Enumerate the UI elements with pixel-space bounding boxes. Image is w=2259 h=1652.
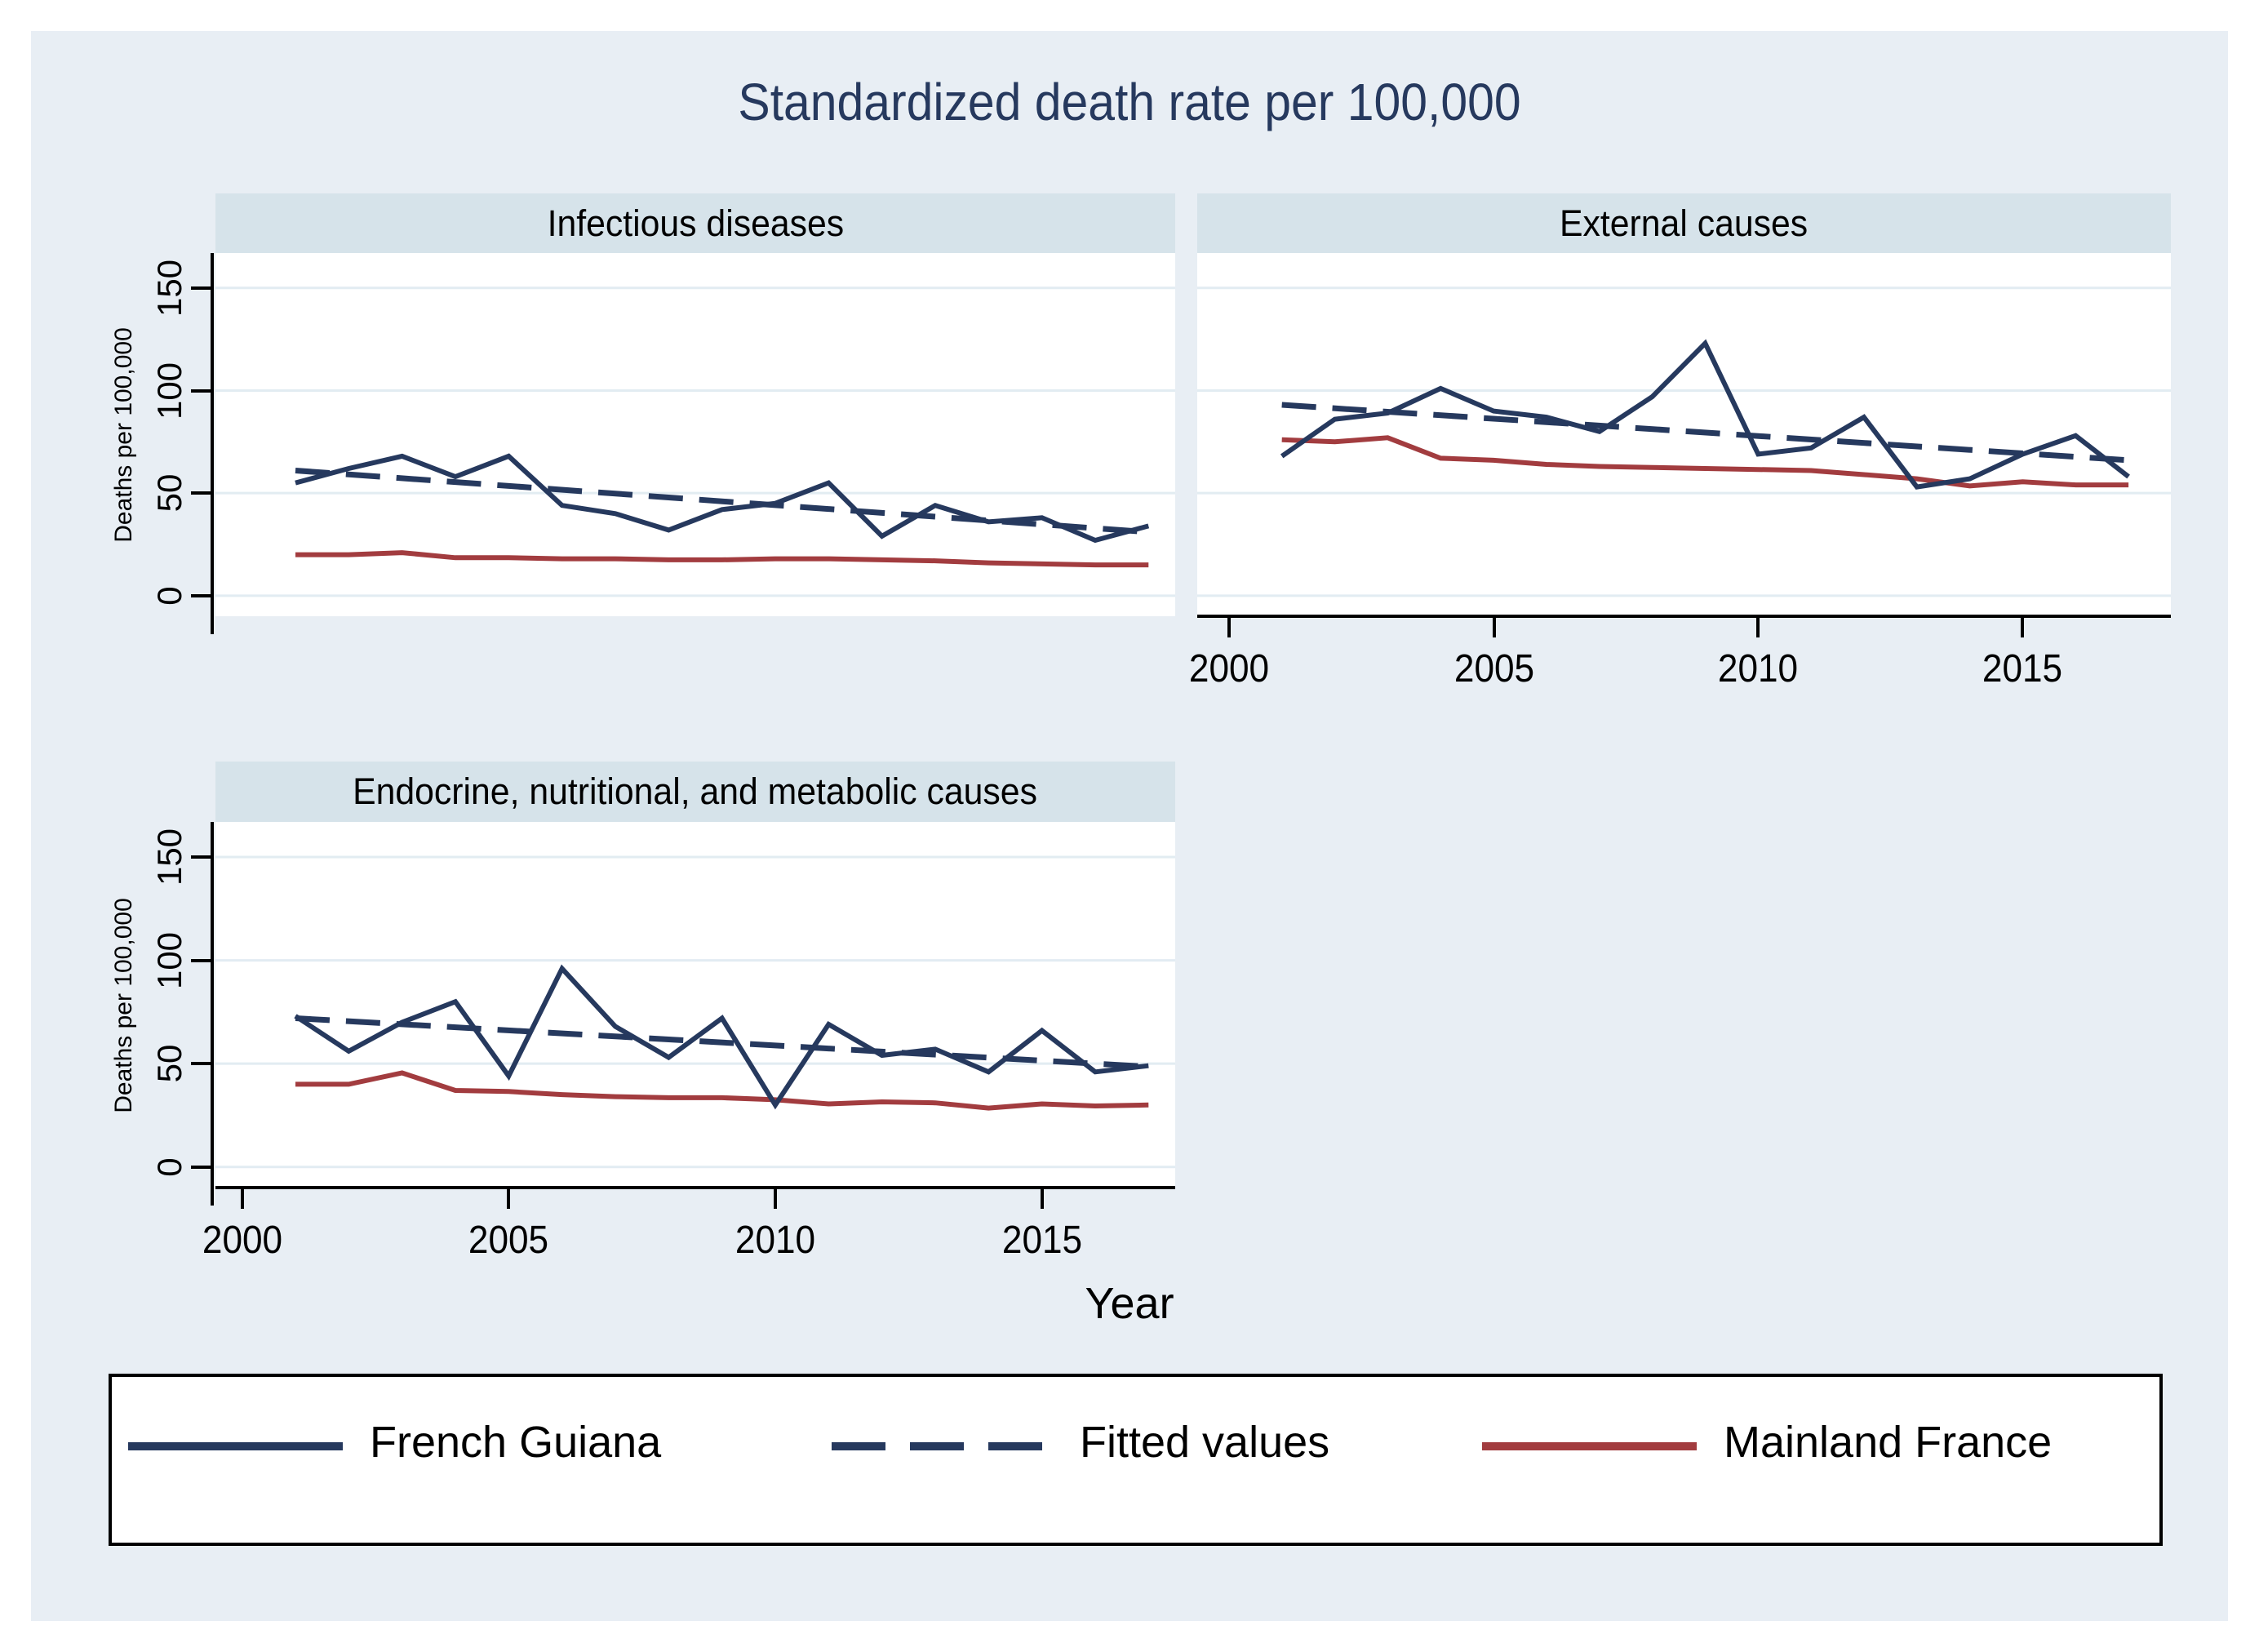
- external-plot: [1197, 253, 2171, 616]
- panel-title-external: External causes: [1197, 193, 2171, 253]
- x-tick: [1493, 616, 1496, 637]
- y-axis-line-endocrine: [211, 822, 214, 1206]
- series-french-guiana: [294, 964, 1149, 1110]
- x-tick: [774, 1188, 777, 1209]
- x-tick: [1227, 616, 1231, 637]
- panel-title-external-text: External causes: [1560, 202, 1809, 244]
- x-tick-label: 2005: [468, 1219, 549, 1262]
- y-tick: [191, 389, 212, 393]
- y-axis-line-infectious: [211, 253, 214, 634]
- x-tick: [507, 1188, 510, 1209]
- series-fitted-values: [295, 468, 1149, 535]
- legend-label-french-guiana: French Guiana: [370, 1418, 662, 1467]
- panel-title-infectious-text: Infectious diseases: [547, 202, 844, 244]
- series-french-guiana: [295, 453, 1150, 544]
- x-axis-line-external: [1197, 615, 2171, 618]
- panel-title-endocrine: Endocrine, nutritional, and metabolic ca…: [215, 762, 1175, 822]
- x-tick-label: 2010: [1717, 647, 1799, 691]
- legend-label-fitted-values: Fitted values: [1080, 1418, 1330, 1467]
- x-tick-label: 2010: [735, 1219, 816, 1262]
- x-tick-label: 2000: [202, 1219, 283, 1262]
- series-mainland-france: [295, 1070, 1149, 1111]
- x-tick-label: 2015: [1982, 647, 2063, 691]
- y-tick: [191, 1062, 212, 1065]
- legend-label-mainland-france: Mainland France: [1724, 1418, 2053, 1467]
- legend: French Guiana Fitted values Mainland Fra…: [109, 1374, 2163, 1546]
- x-tick: [2021, 616, 2024, 637]
- series-french-guiana: [1280, 339, 2130, 490]
- infectious-plot: [215, 253, 1175, 616]
- y-tick: [191, 594, 212, 597]
- y-tick-label: 100: [150, 931, 189, 989]
- y-tick-label: 150: [150, 259, 189, 317]
- x-tick-label: 2005: [1453, 647, 1535, 691]
- y-tick-label: 0: [150, 586, 189, 606]
- y-tick: [191, 491, 212, 495]
- x-axis-title: Year: [1085, 1279, 1174, 1328]
- endocrine-plot: [215, 822, 1175, 1188]
- x-axis-line-endocrine: [215, 1186, 1175, 1189]
- y-tick-label: 50: [150, 1044, 189, 1083]
- y-tick: [191, 958, 212, 962]
- y-tick: [191, 1165, 212, 1169]
- x-tick-label: 2000: [1188, 647, 1270, 691]
- y-tick-label: 150: [150, 828, 189, 886]
- y-axis-title: Deaths per 100,000: [110, 898, 137, 1113]
- x-tick-label: 2015: [1001, 1219, 1083, 1262]
- x-tick: [241, 1188, 244, 1209]
- y-tick: [191, 855, 212, 859]
- series-mainland-france: [1281, 435, 2129, 489]
- y-tick: [191, 286, 212, 290]
- panel-title-endocrine-text: Endocrine, nutritional, and metabolic ca…: [353, 770, 1038, 812]
- legend-line-mainland-france: [1482, 1442, 1697, 1450]
- y-tick-label: 100: [150, 362, 189, 420]
- y-axis-title: Deaths per 100,000: [110, 327, 137, 543]
- y-tick-label: 0: [150, 1157, 189, 1177]
- series-fitted-values: [1281, 402, 2129, 464]
- y-tick-label: 50: [150, 473, 189, 513]
- panel-title-infectious: Infectious diseases: [215, 193, 1175, 253]
- legend-line-fitted-values: [832, 1442, 1046, 1450]
- series-fitted-values: [295, 1015, 1149, 1070]
- x-tick: [1756, 616, 1760, 637]
- x-tick: [1041, 1188, 1044, 1209]
- legend-line-french-guiana: [128, 1442, 343, 1450]
- chart-title: Standardized death rate per 100,000: [738, 73, 1521, 131]
- series-mainland-france: [295, 550, 1149, 568]
